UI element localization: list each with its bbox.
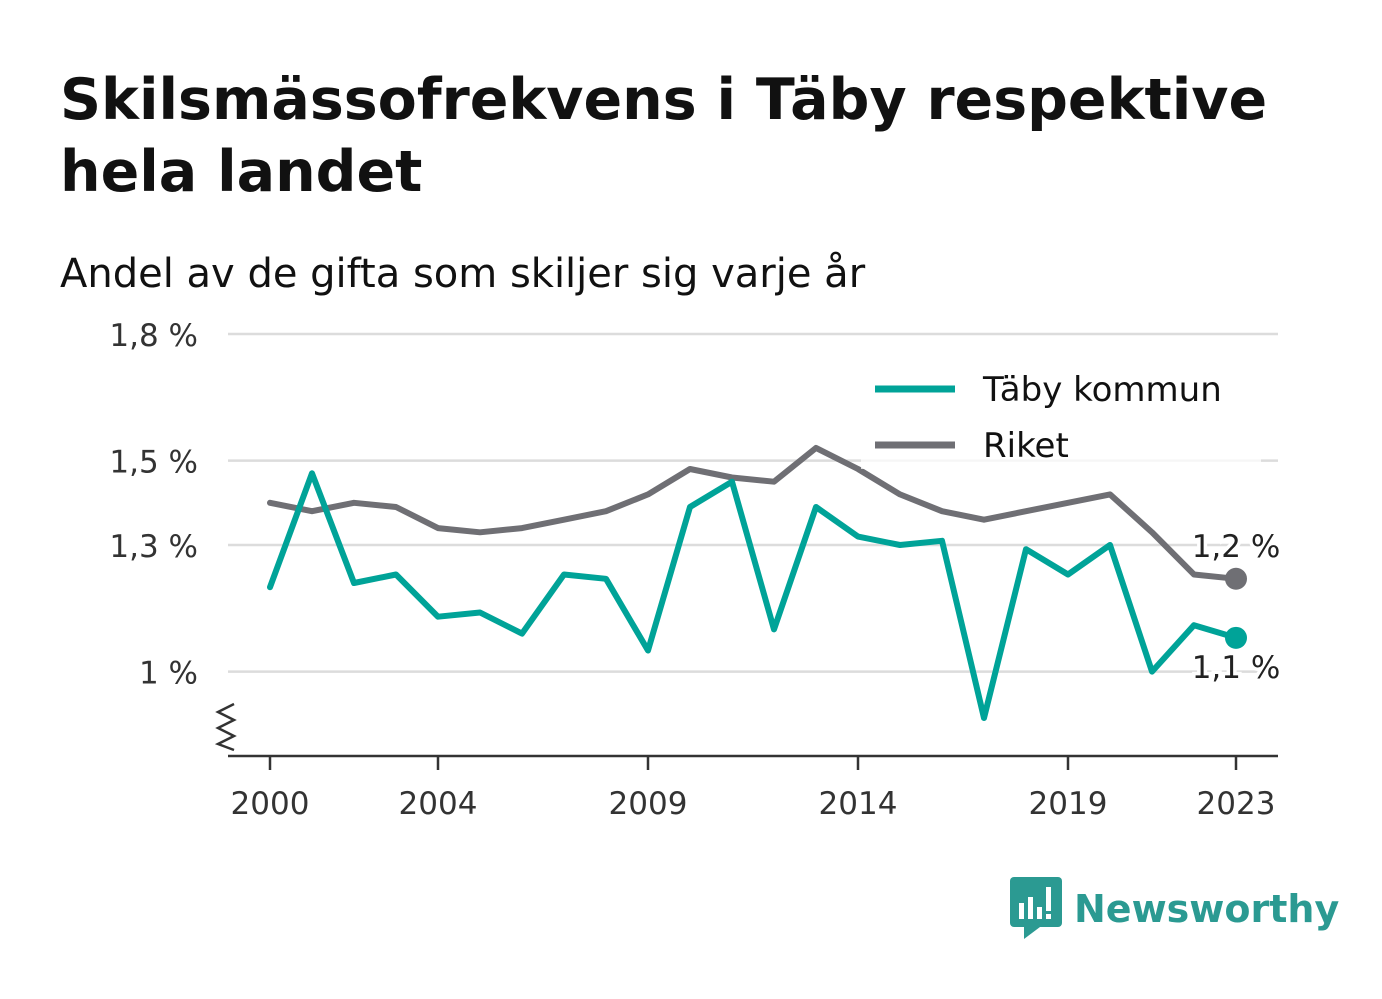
x-tick-label: 2009 [609,786,688,822]
chart-title: Skilsmässofrekvens i Täby respektive hel… [60,67,1268,205]
series-line-riket [267,444,1239,582]
axis-break-icon [214,702,237,752]
series-end-point [1225,626,1247,649]
series-end-point [1225,567,1247,590]
newsworthy-logo-icon [1010,877,1062,939]
brand-name: Newsworthy [1074,887,1340,931]
x-tick-label: 2023 [1197,786,1276,822]
x-tick-label: 2014 [819,786,898,822]
legend-label: Riket [983,426,1069,466]
x-tick-label: 2000 [231,786,310,822]
y-tick-label: 1,8 % [109,318,198,354]
x-tick-label: 2004 [399,786,478,822]
series-end-label: 1,2 % [1192,529,1281,565]
series-line-t-by-kommun [267,470,1239,721]
y-tick-label: 1,3 % [109,529,198,565]
series-end-label: 1,1 % [1192,650,1281,686]
chart-subtitle: Andel av de gifta som skiljer sig varje … [60,251,866,297]
x-tick-label: 2019 [1029,786,1108,822]
legend-label: Täby kommun [982,370,1222,410]
y-tick-label: 1 % [139,656,198,692]
brand-logo: Newsworthy [1010,876,1339,942]
legend-backdrop [861,357,1261,413]
legend-backdrop [861,413,1261,469]
y-tick-label: 1,5 % [109,445,198,481]
